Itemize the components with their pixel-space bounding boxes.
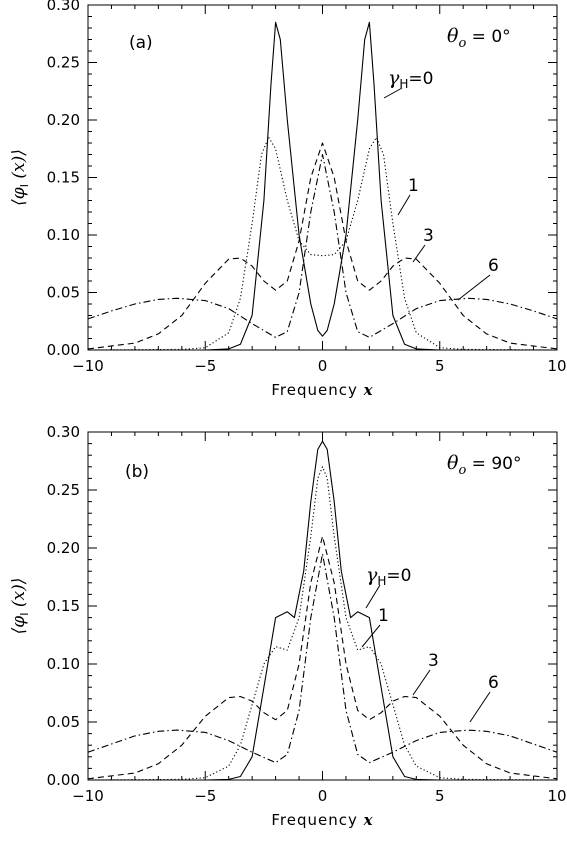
series-line-4	[87, 153, 558, 338]
x-tick-label: 10	[547, 357, 566, 375]
x-tick-label: −10	[72, 787, 104, 805]
series-line-4	[87, 553, 558, 764]
y-axis-label: ⟨φI (x)⟩	[9, 578, 31, 635]
x-tick-label: 10	[547, 787, 566, 805]
y-tick-label: 0.20	[47, 111, 80, 129]
series-leader-line	[383, 87, 403, 99]
angle-annotation: θo = 0°	[447, 25, 511, 51]
series-leader-line	[412, 669, 431, 696]
series-leader-line	[397, 194, 411, 216]
y-tick-label: 0.25	[47, 481, 80, 499]
series-label: 3	[428, 651, 439, 671]
series-label: 6	[488, 673, 499, 693]
y-tick-label: 0.30	[47, 423, 80, 441]
x-tick-label: −10	[72, 357, 104, 375]
x-tick-label: 0	[318, 787, 328, 805]
series-line-3	[87, 535, 558, 780]
series-leader-line	[469, 691, 491, 723]
y-tick-label: 0.10	[47, 226, 80, 244]
y-tick-label: 0.05	[47, 713, 80, 731]
series-leader-line	[365, 584, 381, 609]
series-line-3	[87, 142, 558, 350]
y-tick-label: 0.00	[47, 771, 80, 789]
series-line-1	[88, 440, 557, 781]
series-line-2	[87, 136, 558, 351]
panel-label: (b)	[125, 462, 149, 482]
y-tick-label: 0.10	[47, 655, 80, 673]
panel-a: −10 −5 0 5 10 0.00 0.05 0.10 0.15 0.20 0.25 0.30 Fre…	[9, 0, 567, 399]
series-leader-line	[361, 624, 381, 648]
series-label: 1	[408, 176, 419, 196]
series-label: γH=0	[388, 67, 433, 91]
series-label: 1	[378, 606, 389, 626]
x-tick-label: −5	[194, 787, 216, 805]
series-leader-line	[457, 274, 491, 301]
x-tick-label: 5	[435, 787, 445, 805]
panel-label: (a)	[129, 33, 153, 53]
y-axis-label: ⟨φI (x)⟩	[9, 149, 31, 206]
y-tick-label: 0.05	[47, 284, 80, 302]
angle-annotation: θo = 90°	[447, 452, 521, 478]
plot-frame	[87, 4, 558, 351]
x-axis-label: Frequency x	[271, 381, 373, 399]
y-tick-label: 0.25	[47, 54, 80, 72]
x-tick-label: 5	[435, 357, 445, 375]
y-tick-label: 0.15	[47, 597, 80, 615]
series-line-2	[87, 466, 558, 781]
y-tick-label: 0.30	[47, 0, 80, 14]
y-tick-label: 0.15	[47, 169, 80, 187]
x-tick-label: −5	[194, 357, 216, 375]
y-tick-label: 0.20	[47, 539, 80, 557]
x-tick-label: 0	[318, 357, 328, 375]
panel-b: −10 −5 0 5 10 0.00 0.05 0.10 0.15 0.20 0.25 0.30 Fre…	[9, 423, 567, 829]
x-axis-label: Frequency x	[271, 811, 373, 829]
series-label: 3	[423, 226, 434, 246]
series-label: 6	[488, 256, 499, 276]
y-tick-label: 0.00	[47, 341, 80, 359]
plot-frame	[87, 431, 558, 781]
series-line-1	[88, 21, 557, 351]
series-label: γH=0	[366, 564, 411, 588]
series-leader-line	[412, 244, 426, 263]
